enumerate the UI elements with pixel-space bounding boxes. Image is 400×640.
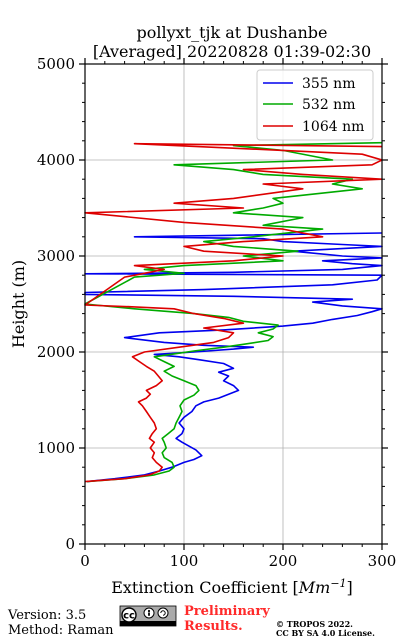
y-tick-label-5: 5000	[37, 55, 75, 73]
method-text: Method: Raman	[8, 623, 114, 638]
x-tick-label-2: 200	[269, 552, 298, 570]
series-lines	[84, 141, 383, 483]
y-axis-label: Height (m)	[9, 260, 28, 348]
legend: 355 nm 532 nm 1064 nm	[256, 69, 374, 141]
y-tick-label-1: 1000	[37, 439, 75, 457]
y-tick-label-2: 2000	[37, 343, 75, 361]
cc-icon	[121, 607, 137, 623]
cc-badge-strip	[120, 621, 176, 626]
x-tick-label-0: 0	[80, 552, 90, 570]
preliminary-text: Preliminary	[184, 604, 270, 619]
x-tick-label-3: 300	[368, 552, 397, 570]
results-text: Results.	[184, 619, 243, 634]
series-line-355-nm	[84, 232, 383, 483]
x-axis-label: Extinction Coefficient [Mm−1]	[111, 577, 353, 597]
chart-title-line2: [Averaged] 20220828 01:39-02:30	[93, 42, 371, 61]
sa-icon	[157, 607, 169, 619]
y-tick-label-4: 4000	[37, 151, 75, 169]
legend-label-1064: 1064 nm	[302, 119, 364, 135]
version-text: Version: 3.5	[7, 608, 86, 623]
svg-text:cc: cc	[123, 611, 135, 622]
plot-frame	[84, 63, 383, 545]
license-text: CC BY SA 4.0 License.	[276, 628, 375, 638]
y-tick-label-3: 3000	[37, 247, 75, 265]
y-tick-label-0: 0	[65, 535, 75, 553]
legend-label-532: 532 nm	[302, 97, 355, 113]
series-line-532-nm	[84, 141, 383, 483]
series-line-1064-nm	[84, 142, 383, 483]
legend-box	[256, 69, 374, 141]
copyright-text: © TROPOS 2022.	[276, 619, 353, 629]
legend-label-355: 355 nm	[302, 76, 355, 92]
x-tick-label-1: 100	[170, 552, 199, 570]
cc-license-badge: cc	[119, 605, 177, 627]
chart-title-line1: pollyxt_tjk at Dushanbe	[136, 23, 327, 42]
